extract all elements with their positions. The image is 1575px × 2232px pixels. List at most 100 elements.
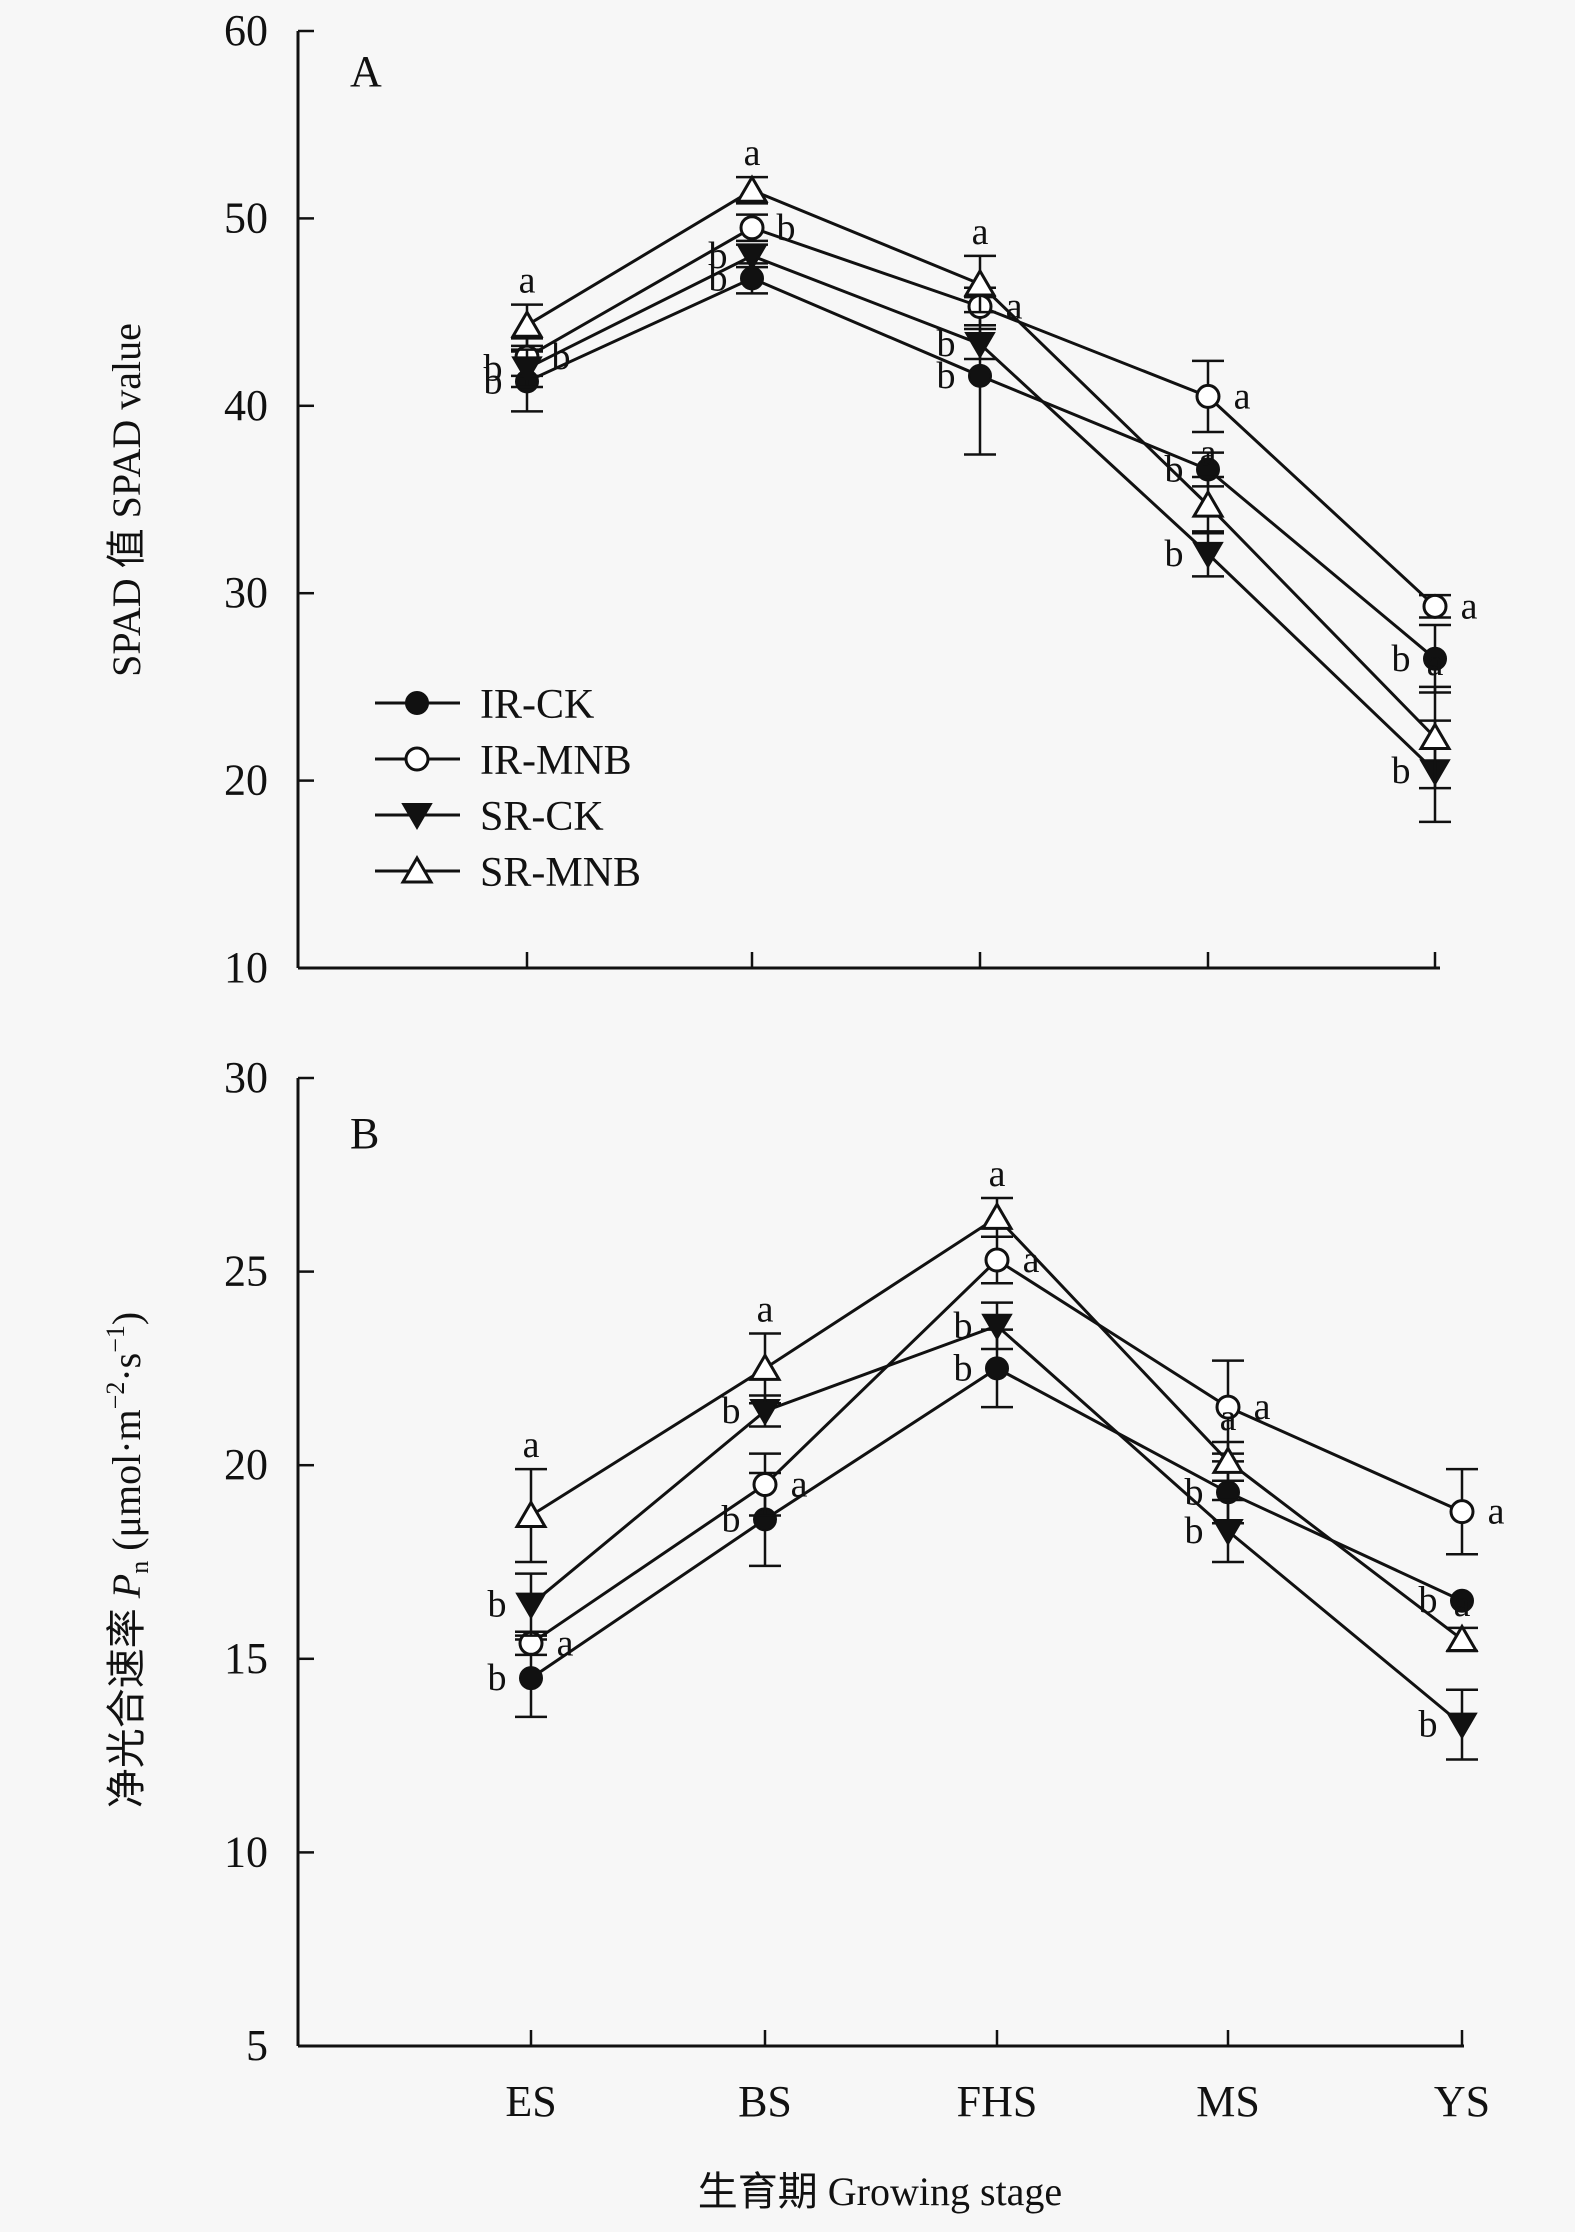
marker-sr-mnb bbox=[1418, 721, 1452, 750]
y-tick-label: 5 bbox=[246, 2021, 268, 2070]
marker-sr-mnb bbox=[1211, 1445, 1245, 1474]
marker-sr-ck bbox=[964, 331, 996, 359]
significance-letter: a bbox=[1254, 1386, 1271, 1428]
significance-letter: a bbox=[519, 260, 536, 302]
significance-letter: b bbox=[722, 1498, 741, 1540]
y-tick-label: 20 bbox=[224, 756, 268, 805]
marker-sr-mnb bbox=[514, 1499, 548, 1529]
x-tick-label: BS bbox=[738, 2077, 792, 2126]
marker-sr-mnb bbox=[963, 268, 997, 297]
x-tick-label: YS bbox=[1434, 2077, 1490, 2126]
marker-sr-ck bbox=[1212, 1519, 1244, 1547]
y-tick-label: 10 bbox=[224, 943, 268, 992]
legend-label: SR-MNB bbox=[480, 850, 641, 896]
x-tick-label: MS bbox=[1196, 2077, 1260, 2126]
x-tick-label: ES bbox=[505, 2077, 556, 2126]
series-line-ir-ck bbox=[530, 1366, 1463, 1680]
significance-letter: a bbox=[1006, 285, 1023, 327]
marker-ir-ck bbox=[1450, 1588, 1474, 1613]
marker-ir-ck bbox=[519, 1666, 543, 1691]
panel-b-label: B bbox=[350, 1109, 379, 1158]
significance-letter: b bbox=[1185, 1510, 1204, 1552]
marker-sr-mnb bbox=[1191, 489, 1225, 518]
legend-marker-ir-ck bbox=[405, 691, 429, 715]
marker-sr-ck bbox=[736, 243, 768, 271]
legend-label: IR-CK bbox=[480, 682, 594, 728]
significance-letter: b bbox=[1419, 1704, 1438, 1746]
y-tick-label: 60 bbox=[224, 6, 268, 55]
significance-letter: a bbox=[1200, 432, 1217, 474]
y-tick-label: 30 bbox=[224, 1053, 268, 1102]
y-axis-label-a: SPAD 值 SPAD value bbox=[104, 323, 149, 677]
marker-ir-mnb bbox=[1215, 1394, 1241, 1420]
marker-sr-ck bbox=[1446, 1712, 1478, 1740]
significance-letter: a bbox=[1234, 375, 1251, 417]
marker-sr-ck bbox=[981, 1313, 1013, 1341]
marker-sr-ck bbox=[515, 1592, 547, 1620]
marker-ir-ck bbox=[968, 363, 992, 388]
significance-letter: a bbox=[972, 211, 989, 253]
significance-letter: a bbox=[744, 132, 761, 174]
significance-letter: b bbox=[484, 347, 503, 389]
y-tick-label: 20 bbox=[224, 1440, 268, 1489]
marker-sr-mnb bbox=[510, 309, 544, 338]
significance-letter: b bbox=[722, 1390, 741, 1432]
marker-sr-mnb bbox=[1445, 1623, 1479, 1652]
y-label-b-symbol: P bbox=[104, 1574, 149, 1599]
marker-ir-mnb bbox=[752, 1472, 778, 1498]
legend-marker-sr-mnb bbox=[400, 855, 434, 884]
significance-letter: a bbox=[989, 1153, 1006, 1195]
significance-letter: b bbox=[1392, 638, 1411, 680]
legend-marker-ir-mnb bbox=[404, 746, 430, 772]
significance-letter: a bbox=[757, 1289, 774, 1331]
marker-ir-ck bbox=[985, 1356, 1009, 1381]
x-tick-label: FHS bbox=[957, 2077, 1038, 2126]
significance-letter: a bbox=[1488, 1491, 1505, 1533]
significance-letter: b bbox=[1165, 533, 1184, 575]
marker-ir-mnb bbox=[1422, 593, 1448, 619]
significance-letter: b bbox=[709, 257, 728, 299]
marker-ir-ck bbox=[1423, 646, 1447, 671]
y-tick-label: 25 bbox=[224, 1247, 268, 1296]
significance-letter: a bbox=[791, 1464, 808, 1506]
significance-letter: b bbox=[937, 323, 956, 365]
y-tick-label: 50 bbox=[224, 193, 268, 242]
y-tick-label: 30 bbox=[224, 568, 268, 617]
significance-letter: b bbox=[937, 355, 956, 397]
marker-sr-mnb bbox=[748, 1352, 782, 1381]
marker-ir-mnb bbox=[1449, 1499, 1475, 1525]
y-label-b-unit2: ·s bbox=[104, 1353, 149, 1382]
y-label-b-sup1: −2 bbox=[101, 1382, 130, 1410]
y-tick-label: 15 bbox=[224, 1634, 268, 1683]
marker-sr-mnb bbox=[735, 174, 769, 203]
significance-letter: b bbox=[1419, 1580, 1438, 1622]
y-tick-label: 40 bbox=[224, 381, 268, 430]
significance-letter: b bbox=[1185, 1471, 1204, 1513]
significance-letter: b bbox=[954, 1347, 973, 1389]
marker-ir-mnb bbox=[1195, 383, 1221, 409]
legend-marker-sr-ck bbox=[401, 803, 433, 830]
significance-letter: a bbox=[1220, 1397, 1237, 1439]
significance-letter: a bbox=[1427, 642, 1444, 684]
marker-sr-mnb bbox=[980, 1201, 1014, 1230]
y-tick-label: 10 bbox=[224, 1827, 268, 1876]
panel-a-chart: 102030405060bbbbbbbaaabbbbbaaaaaIR-CKIR-… bbox=[224, 6, 1478, 992]
significance-letter: a bbox=[523, 1424, 540, 1466]
y-label-b-cn: 净光合速率 bbox=[104, 1598, 149, 1808]
y-axis-label-b: 净光合速率 Pn (μmol·m−2·s−1) bbox=[101, 1312, 154, 1808]
legend-label: SR-CK bbox=[480, 794, 604, 840]
marker-sr-ck bbox=[511, 356, 543, 384]
significance-letter: b bbox=[1392, 750, 1411, 792]
y-label-b-sup2: −1 bbox=[101, 1325, 130, 1353]
marker-ir-mnb bbox=[984, 1247, 1010, 1273]
y-label-b-unit1: (μmol·m bbox=[104, 1409, 149, 1560]
significance-letter: b bbox=[484, 360, 503, 402]
significance-letter: b bbox=[552, 336, 571, 378]
significance-letter: b bbox=[488, 1584, 507, 1626]
y-label-b-unit3: ) bbox=[104, 1312, 149, 1325]
significance-letter: b bbox=[488, 1657, 507, 1699]
legend-label: IR-MNB bbox=[480, 738, 632, 784]
marker-ir-mnb bbox=[739, 215, 765, 241]
